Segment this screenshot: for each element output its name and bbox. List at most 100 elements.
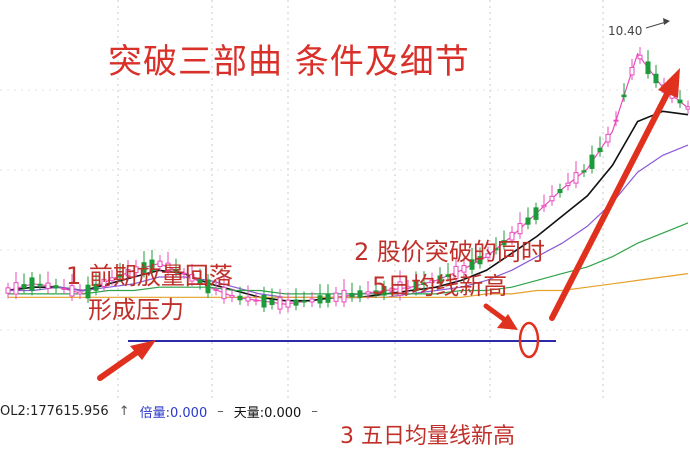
candle-81 [653, 64, 659, 88]
volume-indicator-row: OL2:177615.956 ↑ 倍量:0.000 – 天量:0.000 – [0, 402, 318, 421]
candle-33 [269, 288, 275, 310]
dash-2: – [311, 404, 318, 419]
candle-36 [293, 288, 299, 311]
candle-48 [389, 277, 395, 297]
arrow-uptrend [549, 68, 680, 321]
candle-51 [413, 271, 419, 296]
candle-20 [165, 251, 171, 277]
annotation-3: 3 五日均量线新高 [340, 424, 515, 449]
candle-72 [581, 164, 587, 178]
chart-title: 突破三部曲 条件及细节 [108, 42, 470, 82]
annotation-1-line-1: 1 前期放量回落 [66, 262, 233, 290]
candle-45 [365, 281, 371, 300]
candle-34 [277, 289, 283, 315]
candle-8 [69, 273, 75, 302]
candle-71 [573, 161, 579, 189]
dotted-gridlines [0, 0, 690, 398]
candle-14 [117, 262, 123, 283]
candle-17 [141, 251, 147, 278]
candle-38 [309, 291, 315, 307]
up-arrow-icon: ↑ [118, 404, 130, 419]
candle-7 [61, 278, 67, 294]
candle-69 [557, 183, 563, 198]
candle-79 [637, 47, 643, 64]
arrow-to-breakout [483, 303, 518, 330]
candle-66 [533, 202, 539, 225]
candle-54 [437, 267, 443, 287]
candle-62 [501, 230, 507, 250]
annotation-2-line-1: 2 股价突破的同时 [354, 238, 545, 266]
candle-85 [685, 100, 690, 115]
candle-35 [285, 292, 291, 313]
candle-65 [525, 207, 531, 230]
candle-21 [173, 258, 179, 277]
candle-43 [349, 282, 355, 302]
candle-75 [605, 126, 611, 148]
candle-52 [421, 271, 427, 290]
candle-15 [125, 260, 131, 281]
candle-0 [5, 282, 11, 299]
candle-28 [229, 288, 235, 303]
peak-marker [645, 18, 670, 29]
candle-59 [477, 247, 483, 269]
candle-13 [109, 269, 115, 286]
candle-5 [45, 271, 51, 294]
candle-9 [77, 284, 83, 299]
candle-42 [341, 279, 347, 307]
candle-78 [629, 58, 635, 81]
candle-6 [53, 278, 59, 294]
candle-77 [621, 83, 627, 102]
candle-10 [85, 276, 91, 303]
candle-60 [485, 246, 491, 263]
breakout-circle [518, 321, 540, 359]
peak-price-label: 10.40 [608, 24, 643, 38]
candle-67 [541, 194, 547, 212]
annotation-1-line-2: 形成压力 [88, 296, 184, 324]
candle-74 [597, 136, 603, 157]
vol2-readout: OL2:177615.956 [0, 404, 109, 419]
candle-4 [37, 274, 43, 291]
candle-47 [381, 280, 387, 301]
candle-1 [13, 271, 19, 300]
candle-61 [493, 237, 499, 255]
candle-31 [253, 292, 259, 306]
candle-16 [133, 259, 139, 278]
candle-19 [157, 255, 163, 272]
candle-11 [93, 272, 99, 296]
candle-12 [101, 270, 107, 292]
candle-63 [509, 226, 515, 246]
bei-liang-readout: 倍量:0.000 [139, 406, 208, 421]
candle-64 [517, 212, 523, 239]
dash-1: – [217, 404, 224, 419]
candle-73 [589, 145, 595, 174]
candle-23 [189, 263, 195, 287]
candle-76 [613, 111, 619, 127]
candle-53 [429, 272, 435, 288]
candle-22 [181, 268, 187, 279]
candle-56 [453, 257, 459, 284]
candle-80 [645, 50, 651, 79]
candle-25 [205, 273, 211, 298]
candle-18 [149, 249, 155, 276]
candle-58 [469, 247, 475, 275]
arrow-to-resistance [97, 340, 156, 381]
candle-32 [261, 286, 267, 313]
candle-30 [245, 285, 251, 307]
candle-68 [549, 185, 555, 206]
candle-84 [677, 90, 683, 108]
candle-50 [405, 280, 411, 294]
candle-39 [317, 284, 323, 309]
candle-55 [445, 262, 451, 282]
tian-liang-readout: 天量:0.000 [233, 406, 302, 421]
candle-40 [325, 284, 331, 308]
candle-49 [397, 270, 403, 301]
candle-57 [461, 257, 467, 278]
candle-37 [301, 291, 307, 308]
price-candles [5, 47, 690, 315]
candle-2 [21, 273, 27, 293]
candle-29 [237, 286, 243, 305]
candle-26 [213, 279, 219, 296]
candle-27 [221, 275, 227, 304]
